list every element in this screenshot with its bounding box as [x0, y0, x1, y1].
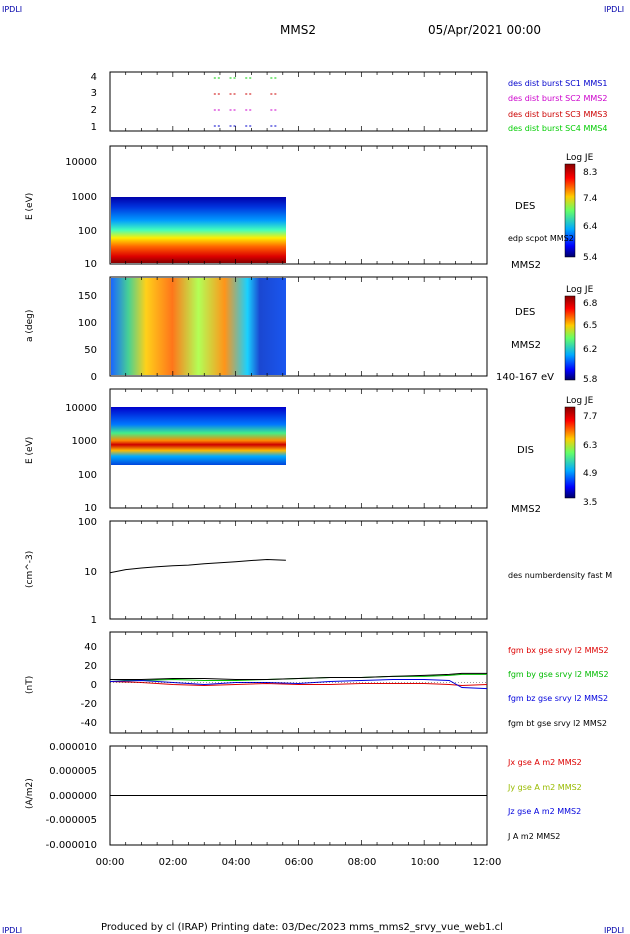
colorbar-des-pitch	[564, 295, 576, 381]
corner-label-top-right: IPDLI	[604, 5, 624, 14]
panel-density-frame	[109, 520, 488, 620]
corner-label-bottom-left: IPDLI	[2, 926, 22, 934]
legend-bz: fgm bz gse srvy l2 MMS2	[508, 694, 608, 703]
legend-burst-mms4: des dist burst SC4 MMS4	[508, 124, 607, 133]
ytick-density: 1	[91, 615, 97, 626]
legend-jz: Jz gse A m2 MMS2	[507, 807, 581, 816]
ytick-des-pitch: 100	[78, 318, 97, 329]
corner-label-bottom-right: IPDLI	[604, 926, 624, 934]
colorbar-des-energy-title: Log JE	[566, 153, 594, 163]
xtick-time: 06:00	[285, 857, 314, 868]
ytick-bfield: -40	[81, 718, 97, 729]
legend-burst-mms1: des dist burst SC1 MMS1	[508, 79, 607, 88]
legend-jx: Jx gse A m2 MMS2	[507, 758, 582, 767]
ylabel-des-energy: E (eV)	[25, 193, 35, 220]
colorbar-des-pitch-tick: 6.5	[583, 321, 597, 331]
legend-burst-mms3: des dist burst SC3 MMS3	[508, 110, 607, 119]
label-des: DES	[515, 201, 535, 212]
label-des: DES	[515, 307, 535, 318]
xtick-time: 10:00	[411, 857, 440, 868]
colorbar-des-pitch-tick: 6.8	[583, 299, 598, 309]
ytick-burst: 2	[91, 105, 97, 116]
ytick-des-energy: 10000	[65, 157, 97, 168]
ytick-des-pitch: 50	[84, 345, 97, 356]
legend-bt: fgm bt gse srvy l2 MMS2	[508, 719, 607, 728]
ytick-burst: 3	[91, 88, 97, 99]
ytick-dis-energy: 10	[84, 503, 97, 514]
colorbar-des-energy	[564, 163, 576, 258]
date-title: 05/Apr/2021 00:00	[428, 23, 541, 37]
footer-credit: Produced by cl (IRAP) Printing date: 03/…	[101, 922, 503, 933]
colorbar-des-pitch-tick: 5.8	[583, 375, 598, 385]
ytick-des-energy: 1000	[72, 192, 97, 203]
legend-bx: fgm bx gse srvy l2 MMS2	[508, 646, 609, 655]
des-energy-spectrogram	[111, 197, 286, 263]
ytick-des-pitch: 150	[78, 291, 97, 302]
legend-density: des numberdensity fast M	[508, 571, 612, 580]
colorbar-dis-tick: 3.5	[583, 498, 597, 508]
xtick-time: 02:00	[159, 857, 188, 868]
ytick-dis-energy: 100	[78, 470, 97, 481]
ytick-bfield: 20	[84, 661, 97, 672]
spacecraft-title: MMS2	[280, 23, 316, 37]
label-mms2: MMS2	[511, 340, 541, 351]
ytick-des-pitch: 0	[91, 372, 97, 383]
ylabel-dis-energy: E (eV)	[25, 437, 35, 464]
label-energy-range: 140-167 eV	[496, 372, 554, 383]
ytick-dis-energy: 1000	[72, 436, 97, 447]
ytick-current: -0.000010	[46, 840, 97, 851]
colorbar-dis-energy	[564, 406, 576, 499]
bfield-series-line	[109, 681, 488, 687]
ylabel-current: (A/m2)	[25, 778, 35, 809]
ytick-bfield: -20	[81, 699, 97, 710]
ytick-des-energy: 10	[84, 259, 97, 270]
xtick-time: 00:00	[96, 857, 125, 868]
colorbar-des-energy-tick: 5.4	[583, 253, 598, 263]
corner-label-top-left: IPDLI	[2, 5, 22, 14]
colorbar-des-pitch-title: Log JE	[566, 285, 594, 295]
ytick-current: 0.000005	[49, 766, 97, 777]
colorbar-des-energy-tick: 8.3	[583, 168, 597, 178]
label-edp-scpot: edp scpot MMS2	[508, 234, 574, 243]
colorbar-des-pitch-tick: 6.2	[583, 345, 597, 355]
colorbar-des-energy-tick: 7.4	[583, 194, 598, 204]
ytick-bfield: 0	[91, 680, 97, 691]
ytick-des-energy: 100	[78, 226, 97, 237]
xtick-time: 04:00	[222, 857, 251, 868]
ytick-burst: 4	[91, 72, 97, 83]
colorbar-dis-title: Log JE	[566, 396, 594, 406]
ytick-dis-energy: 10000	[65, 403, 97, 414]
ytick-current: 0.000000	[49, 791, 97, 802]
label-dis: DIS	[517, 445, 534, 456]
label-mms2: MMS2	[511, 504, 541, 515]
ytick-density: 100	[78, 517, 97, 528]
bfield-series-line	[110, 672, 487, 680]
dis-energy-spectrogram	[111, 407, 286, 465]
ylabel-des-pitch: a (deg)	[25, 310, 35, 342]
xtick-time: 12:00	[473, 857, 502, 868]
density-line	[109, 558, 286, 574]
ylabel-bfield: (nT)	[25, 676, 35, 694]
panel-burst-frame	[109, 71, 488, 132]
ytick-density: 10	[84, 567, 97, 578]
legend-by: fgm by gse srvy l2 MMS2	[508, 670, 609, 679]
xtick-time: 08:00	[348, 857, 377, 868]
label-mms2: MMS2	[511, 260, 541, 271]
ytick-bfield: 40	[84, 642, 97, 653]
des-pitch-spectrogram	[111, 278, 286, 375]
ylabel-density: (cm^-3)	[25, 551, 35, 588]
legend-jy: Jy gse A m2 MMS2	[507, 783, 582, 792]
colorbar-dis-tick: 4.9	[583, 469, 598, 479]
colorbar-dis-tick: 6.3	[583, 441, 597, 451]
ytick-burst: 1	[91, 122, 97, 133]
ytick-current: 0.000010	[49, 742, 97, 753]
colorbar-des-energy-tick: 6.4	[583, 222, 598, 232]
ytick-current: -0.000005	[46, 815, 97, 826]
legend-j: J A m2 MMS2	[507, 832, 560, 841]
colorbar-dis-tick: 7.7	[583, 412, 597, 422]
legend-burst-mms2: des dist burst SC2 MMS2	[508, 94, 607, 103]
